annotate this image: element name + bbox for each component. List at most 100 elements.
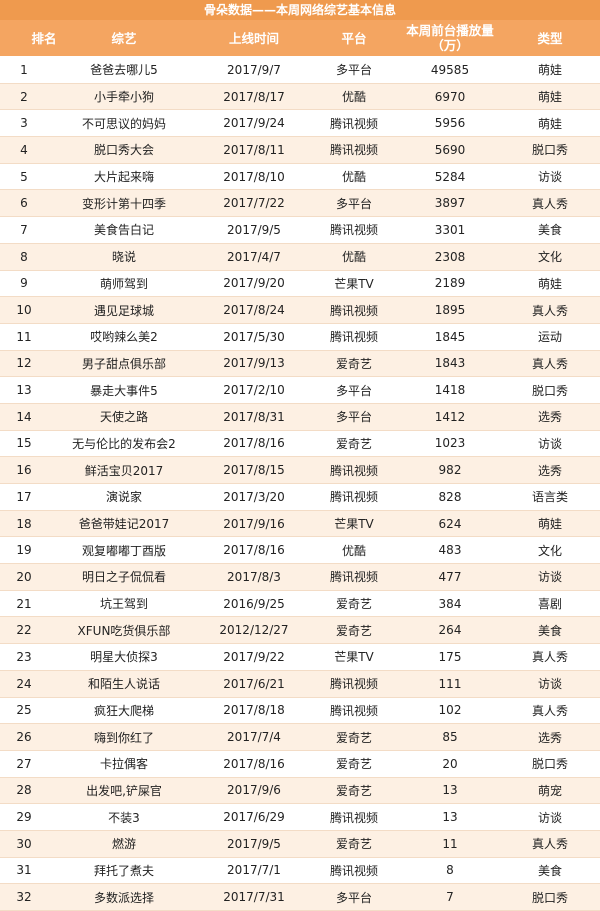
table-row: 22 XFUN吃货俱乐部 2012/12/27 爱奇艺 264 美食	[0, 616, 600, 645]
table-row: 19 观复嘟嘟丁酉版 2017/8/16 优酷 483 文化	[0, 536, 600, 565]
table-cell: 7	[400, 883, 500, 911]
table-cell: 10	[0, 296, 48, 324]
table-cell: 3301	[400, 216, 500, 244]
table-cell: 萌师驾到	[48, 270, 200, 298]
table-cell: 16	[0, 456, 48, 484]
table-cell: 30	[0, 830, 48, 858]
table-cell: 2017/4/7	[200, 243, 308, 271]
table-cell: 17	[0, 483, 48, 511]
table-cell: 不装3	[48, 803, 200, 831]
table-cell: 腾讯视频	[308, 803, 400, 831]
table-cell: 85	[400, 723, 500, 751]
table-cell: 男子甜点俱乐部	[48, 350, 200, 378]
table-cell: 477	[400, 563, 500, 591]
table-cell: 25	[0, 697, 48, 725]
table-row: 7 美食告白记 2017/9/5 腾讯视频 3301 美食	[0, 216, 600, 244]
table-cell: 卡拉偶客	[48, 750, 200, 778]
table-cell: 优酷	[308, 536, 400, 565]
table-cell: 2017/9/24	[200, 109, 308, 138]
column-header: 平台	[308, 20, 400, 57]
table-cell: 访谈	[500, 163, 600, 191]
table-cell: 小手牵小狗	[48, 83, 200, 111]
table-cell: 111	[400, 670, 500, 698]
table-cell: 语言类	[500, 483, 600, 511]
table-cell: 3897	[400, 189, 500, 218]
table-cell: 13	[400, 803, 500, 831]
table-cell: 2017/9/6	[200, 777, 308, 805]
table-row: 29 不装3 2017/6/29 腾讯视频 13 访谈	[0, 803, 600, 831]
column-header: 排名	[0, 20, 57, 57]
table-cell: 4	[0, 136, 48, 164]
column-header-text: 排名	[31, 30, 57, 46]
table-cell: 5690	[400, 136, 500, 164]
table-cell: 哎哟辣么美2	[48, 323, 200, 351]
table-cell: 萌娃	[500, 56, 600, 84]
table-cell: 演说家	[48, 483, 200, 511]
table-cell: 脱口秀	[500, 883, 600, 911]
table-cell: 2017/7/1	[200, 857, 308, 885]
table-cell: 11	[0, 323, 48, 351]
table-cell: 腾讯视频	[308, 216, 400, 244]
table-cell: 暴走大事件5	[48, 376, 200, 404]
table-cell: 腾讯视频	[308, 697, 400, 725]
table-cell: 2017/5/30	[200, 323, 308, 351]
table-cell: 23	[0, 643, 48, 671]
table-row: 27 卡拉偶客 2017/8/16 爱奇艺 20 脱口秀	[0, 750, 600, 778]
table-cell: 3	[0, 109, 48, 138]
table-cell: 萌娃	[500, 109, 600, 138]
table-cell: 2017/9/5	[200, 830, 308, 858]
column-header-text: 上线时间	[228, 30, 279, 46]
table-cell: 384	[400, 590, 500, 618]
table-row: 3 不可思议的妈妈 2017/9/24 腾讯视频 5956 萌娃	[0, 109, 600, 138]
table-cell: 175	[400, 643, 500, 671]
table-cell: 2017/7/4	[200, 723, 308, 751]
title-bar: 骨朵数据——本周网络综艺基本信息	[0, 0, 600, 20]
table-row: 6 变形计第十四季 2017/7/22 多平台 3897 真人秀	[0, 189, 600, 218]
table-cell: 访谈	[500, 803, 600, 831]
table-body: 1 爸爸去哪儿5 2017/9/7 多平台 49585 萌娃 2 小手牵小狗 2017/8/17…	[0, 56, 600, 911]
table-row: 1 爸爸去哪儿5 2017/9/7 多平台 49585 萌娃	[0, 56, 600, 84]
table-cell: 疯狂大爬梯	[48, 697, 200, 725]
table-row: 17 演说家 2017/3/20 腾讯视频 828 语言类	[0, 483, 600, 511]
table-cell: 脱口秀	[500, 750, 600, 778]
table-cell: 2017/9/16	[200, 510, 308, 538]
table-row: 25 疯狂大爬梯 2017/8/18 腾讯视频 102 真人秀	[0, 697, 600, 725]
column-header-text: 综艺	[111, 30, 137, 46]
table-cell: 喜剧	[500, 590, 600, 618]
table-cell: 腾讯视频	[308, 857, 400, 885]
table-cell: 22	[0, 616, 48, 645]
table-row: 26 嗨到你红了 2017/7/4 爱奇艺 85 选秀	[0, 723, 600, 751]
table-cell: 萌娃	[500, 510, 600, 538]
table-cell: 2017/8/17	[200, 83, 308, 111]
table-cell: 美食	[500, 857, 600, 885]
table-cell: 7	[0, 216, 48, 244]
table-cell: 5	[0, 163, 48, 191]
table-row: 9 萌师驾到 2017/9/20 芒果TV 2189 萌娃	[0, 270, 600, 298]
table-cell: 26	[0, 723, 48, 751]
table-cell: 483	[400, 536, 500, 565]
table-cell: 多数派选择	[48, 883, 200, 911]
table-row: 4 脱口秀大会 2017/8/11 腾讯视频 5690 脱口秀	[0, 136, 600, 164]
data-table: 排名 综艺 上线时间 平台 本周前台播放量（万） 类型 1 爸爸去哪儿5 2017/9/7 多平…	[0, 20, 600, 911]
table-cell: 5284	[400, 163, 500, 191]
table-cell: 优酷	[308, 243, 400, 271]
table-cell: 21	[0, 590, 48, 618]
table-cell: 美食告白记	[48, 216, 200, 244]
table-cell: 无与伦比的发布会2	[48, 430, 200, 458]
table-cell: 2017/9/20	[200, 270, 308, 298]
table-row: 10 遇见足球城 2017/8/24 腾讯视频 1895 真人秀	[0, 296, 600, 324]
table-cell: 2017/8/15	[200, 456, 308, 484]
table-cell: 优酷	[308, 83, 400, 111]
table-cell: 天使之路	[48, 403, 200, 431]
table-cell: 腾讯视频	[308, 109, 400, 138]
table-row: 20 明日之子侃侃看 2017/8/3 腾讯视频 477 访谈	[0, 563, 600, 591]
table-cell: 脱口秀	[500, 376, 600, 404]
table-cell: 明日之子侃侃看	[48, 563, 200, 591]
table-row: 32 多数派选择 2017/7/31 多平台 7 脱口秀	[0, 883, 600, 911]
column-header: 本周前台播放量（万）	[400, 20, 500, 57]
column-header: 上线时间	[200, 20, 308, 57]
table-row: 21 坑王驾到 2016/9/25 爱奇艺 384 喜剧	[0, 590, 600, 618]
table-cell: 102	[400, 697, 500, 725]
table-cell: 14	[0, 403, 48, 431]
